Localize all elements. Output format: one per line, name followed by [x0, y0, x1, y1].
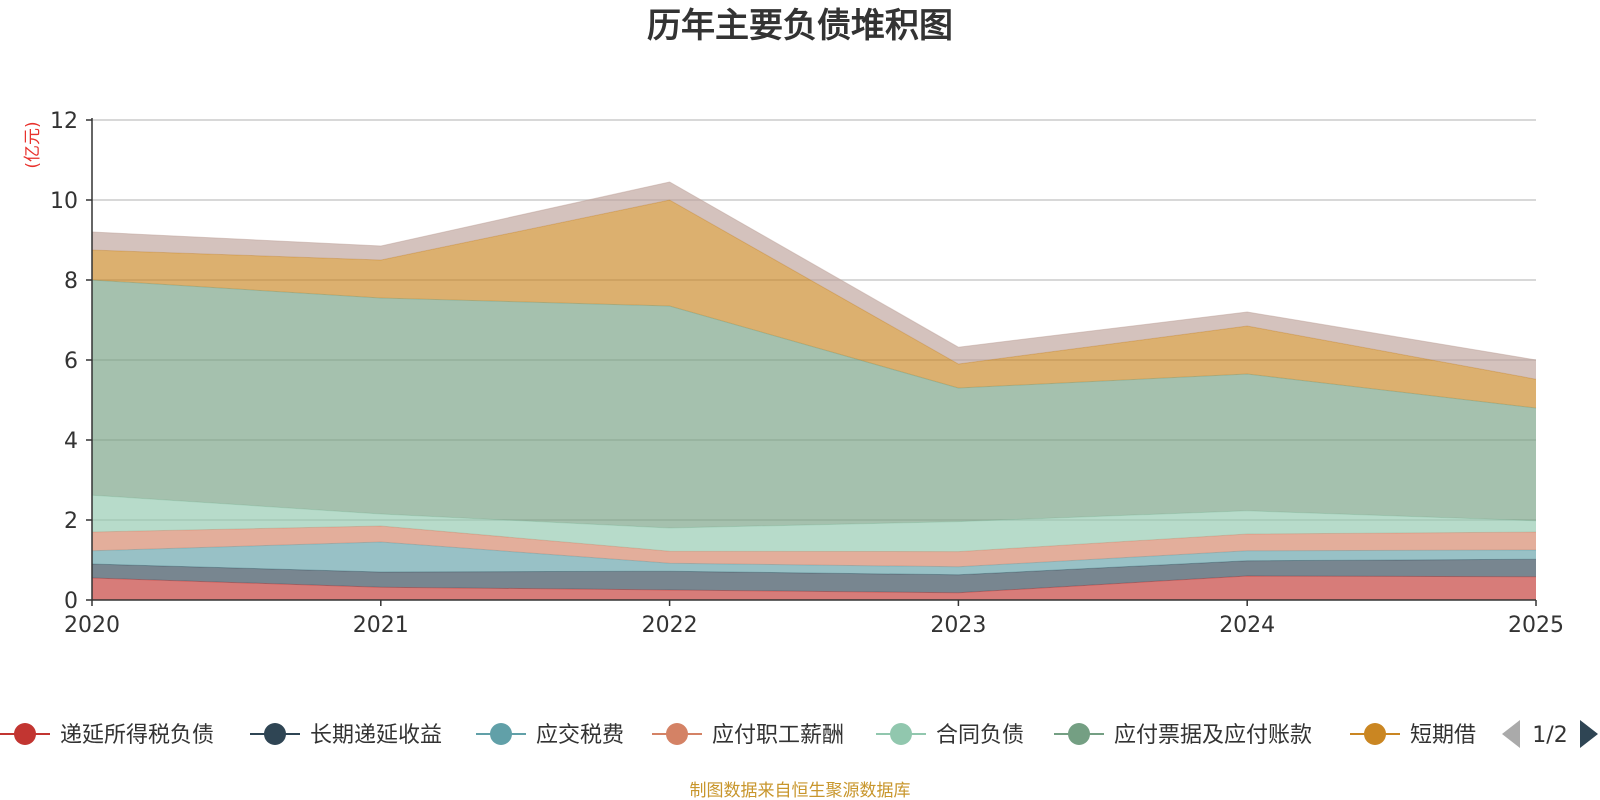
area-line-7	[91, 181, 1537, 361]
x-tick-label: 2020	[64, 613, 120, 638]
area-series-1	[92, 559, 1536, 593]
legend-swatch-circle	[666, 723, 688, 745]
x-tick-label: 2022	[642, 613, 698, 638]
y-tick-label: 10	[50, 189, 78, 214]
legend-label: 应交税费	[536, 723, 624, 748]
x-tick-label: 2024	[1219, 613, 1275, 638]
area-series-6	[92, 200, 1536, 408]
legend-prev-page-icon[interactable]	[1502, 720, 1520, 748]
area-series-7	[92, 182, 1536, 380]
legend-label: 合同负债	[936, 723, 1024, 748]
x-tick-label: 2025	[1508, 613, 1564, 638]
y-tick-label: 8	[64, 269, 78, 294]
legend-swatch-circle	[1068, 723, 1090, 745]
x-tick-label: 2023	[930, 613, 986, 638]
area-series-4	[92, 495, 1536, 552]
legend-page-indicator: 1/2	[1532, 723, 1567, 748]
legend-swatch-circle	[264, 723, 286, 745]
area-series-5	[92, 280, 1536, 528]
area-series	[91, 181, 1537, 600]
legend-label: 长期递延收益	[310, 723, 442, 748]
legend-label: 递延所得税负债	[60, 723, 214, 748]
y-tick-label: 4	[64, 429, 78, 454]
area-series-3	[92, 526, 1536, 567]
area-series-2	[92, 542, 1536, 575]
y-tick-label: 2	[64, 509, 78, 534]
legend-swatch-circle	[890, 723, 912, 745]
source-note: 制图数据来自恒生聚源数据库	[690, 781, 911, 800]
legend-next-page-icon[interactable]	[1580, 720, 1598, 748]
y-tick-label: 6	[64, 349, 78, 374]
area-line-0	[91, 575, 1537, 594]
y-axis-unit-label: (亿元)	[23, 121, 43, 168]
legend: 递延所得税负债 长期递延收益 应交税费 应付职工薪酬 合同负债 应付票据及应付账款 短期借 1…	[0, 720, 1598, 748]
legend-swatch-circle	[14, 723, 36, 745]
legend-label: 短期借	[1410, 723, 1476, 748]
y-tick-label: 0	[64, 589, 78, 614]
x-tick-label: 2021	[353, 613, 409, 638]
chart-title: 历年主要负债堆积图	[647, 6, 953, 46]
legend-label: 应付票据及应付账款	[1114, 723, 1312, 748]
legend-swatch-circle	[490, 723, 512, 745]
axes: 0 2 4 6 8 10 12 2020 2021 2022 2023 2024 2025	[50, 109, 1564, 638]
legend-swatch-circle	[1364, 723, 1386, 745]
y-tick-label: 12	[50, 109, 78, 134]
area-series-0	[92, 576, 1536, 600]
legend-label: 应付职工薪酬	[712, 723, 844, 748]
